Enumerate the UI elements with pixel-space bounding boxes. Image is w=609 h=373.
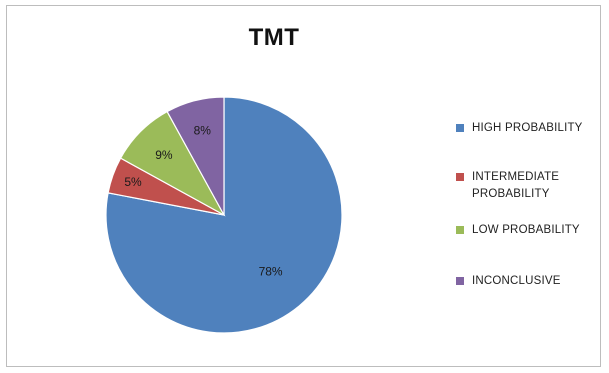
legend-swatch-high-probability bbox=[456, 124, 464, 132]
legend-label-high-probability: HIGH PROBABILITY bbox=[472, 122, 583, 134]
legend-item-intermediate-probability: INTERMEDIATE PROBABILITY bbox=[456, 169, 559, 203]
legend-item-low-probability: LOW PROBABILITY bbox=[456, 222, 580, 239]
legend-label-inconclusive: INCONCLUSIVE bbox=[472, 275, 561, 287]
legend-swatch-intermediate-probability bbox=[456, 173, 464, 181]
data-label-intermediate-probability: 5% bbox=[124, 175, 142, 189]
data-label-high-probability: 78% bbox=[259, 264, 283, 278]
legend-item-inconclusive: INCONCLUSIVE bbox=[456, 273, 561, 290]
legend-swatch-low-probability bbox=[456, 226, 464, 234]
data-label-inconclusive: 8% bbox=[194, 123, 212, 137]
pie-slice-inconclusive bbox=[166, 96, 225, 216]
data-label-low-probability: 9% bbox=[155, 148, 173, 162]
legend-swatch-inconclusive bbox=[456, 277, 464, 285]
chart-title: TMT bbox=[248, 24, 300, 51]
legend-label-low-probability: LOW PROBABILITY bbox=[472, 224, 580, 236]
legend-item-high-probability: HIGH PROBABILITY bbox=[456, 120, 583, 137]
legend-label-intermediate-probability: INTERMEDIATE PROBABILITY bbox=[472, 171, 560, 200]
